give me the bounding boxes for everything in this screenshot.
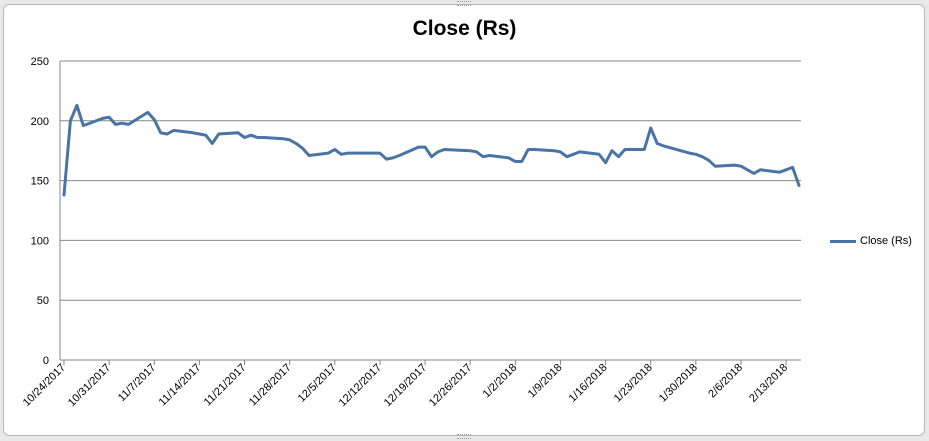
x-tick-label: 12/26/2017 bbox=[427, 362, 474, 409]
x-tick-label: 11/7/2017 bbox=[116, 362, 159, 405]
x-tick-label: 12/5/2017 bbox=[296, 362, 339, 405]
x-tick-label: 1/30/2018 bbox=[657, 362, 700, 405]
x-tick-label: 1/2/2018 bbox=[481, 362, 520, 401]
y-tick-label: 250 bbox=[31, 56, 49, 68]
chart-title: Close (Rs) bbox=[412, 17, 517, 40]
resize-handle-bottom[interactable] bbox=[457, 434, 471, 439]
x-tick-label: 1/23/2018 bbox=[612, 362, 655, 405]
x-tick-label: 11/14/2017 bbox=[157, 362, 204, 409]
x-tick-label: 10/24/2017 bbox=[21, 362, 68, 409]
legend-label: Close (Rs) bbox=[860, 235, 912, 247]
x-tick-label: 2/6/2018 bbox=[706, 362, 745, 401]
x-tick-label: 11/21/2017 bbox=[202, 362, 249, 409]
x-tick-label: 12/19/2017 bbox=[382, 362, 429, 409]
x-tick-label: 10/31/2017 bbox=[66, 362, 113, 409]
y-tick-label: 0 bbox=[43, 355, 49, 367]
chart-area bbox=[3, 4, 925, 436]
x-tick-label: 12/12/2017 bbox=[337, 362, 384, 409]
legend: Close (Rs) bbox=[830, 235, 912, 247]
y-tick-label: 200 bbox=[31, 116, 49, 128]
y-tick-label: 150 bbox=[31, 176, 49, 188]
x-tick-label: 1/9/2018 bbox=[526, 362, 565, 401]
y-tick-label: 100 bbox=[31, 235, 49, 247]
series-line-close bbox=[62, 103, 801, 197]
x-tick-label: 2/13/2018 bbox=[747, 362, 790, 405]
x-tick-label: 1/16/2018 bbox=[567, 362, 610, 405]
y-tick-label: 50 bbox=[37, 295, 49, 307]
legend-swatch bbox=[830, 239, 856, 243]
x-tick-label: 11/28/2017 bbox=[247, 362, 294, 409]
resize-handle-top[interactable] bbox=[457, 1, 471, 6]
